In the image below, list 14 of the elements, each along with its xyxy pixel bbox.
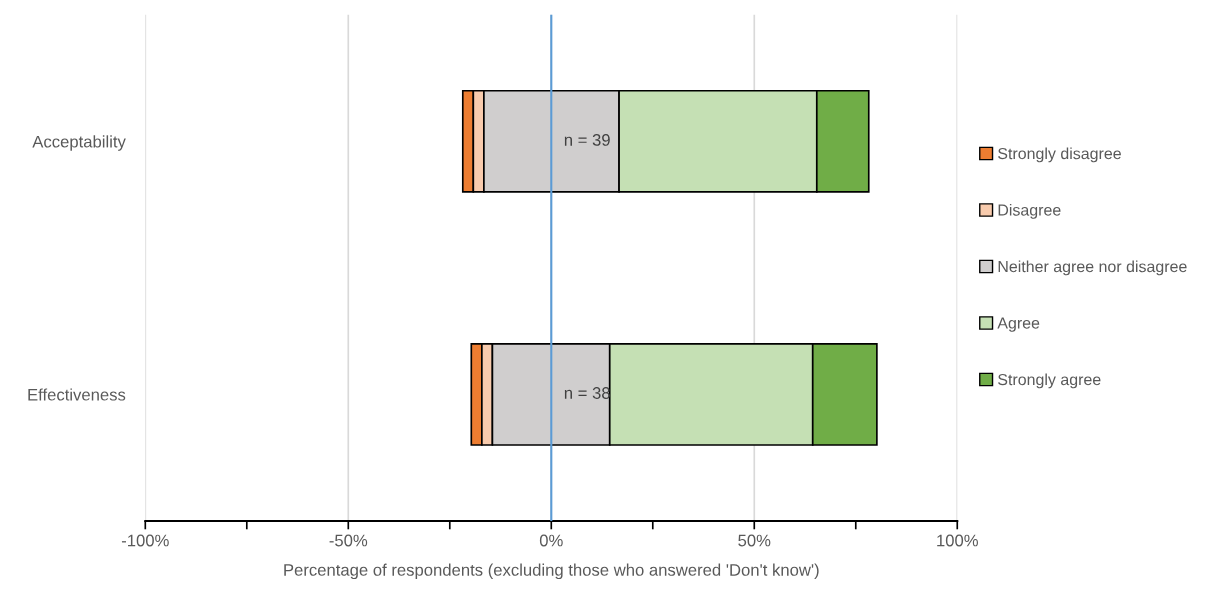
x-tick-label: -50% [329,534,368,547]
legend-label: Strongly disagree [998,147,1121,163]
x-tick-label: 0% [539,534,563,547]
x-tick-label: 100% [937,534,978,547]
y-tick-label: Acceptability [32,135,126,151]
x-tick-label: 50% [738,534,771,547]
legend-label: Disagree [998,203,1061,219]
x-axis-title: Percentage of respondents (excluding those who answered 'Don't know') [284,563,819,580]
x-tick-label: -100% [121,534,169,547]
legend-label: Agree [997,317,1040,332]
legend-label: Neither agree nor disagree [998,260,1187,276]
legend-label: Strongly agree [998,373,1101,389]
y-tick-label: Effectiveness [28,388,126,401]
annotation: n = 39 [564,134,610,146]
